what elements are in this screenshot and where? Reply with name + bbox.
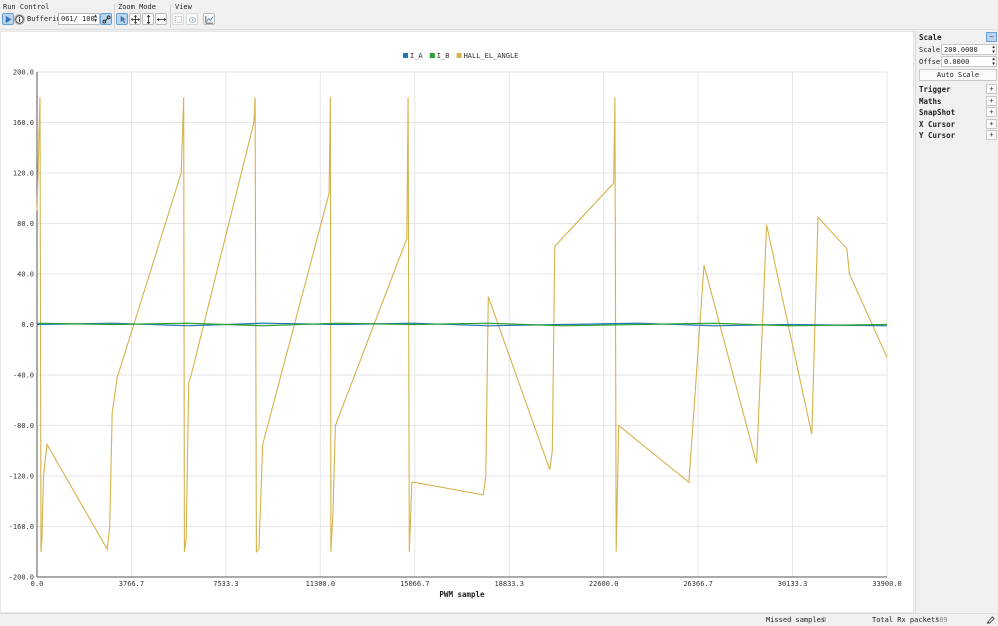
legend-swatch	[403, 53, 408, 58]
buffer-size-value: 061/ 100	[61, 15, 95, 23]
scale-value: 200.0000	[944, 45, 978, 54]
offset-input[interactable]: 0.0000 ▲ ▼	[941, 56, 997, 67]
snapshot-view-button[interactable]	[186, 13, 198, 25]
buffering-label: Buffering	[27, 15, 65, 23]
x-axis-label: PWM sample	[439, 590, 485, 599]
move-icon	[130, 14, 140, 24]
run-control-title: Run Control	[3, 3, 50, 11]
pointer-mode-button[interactable]	[116, 13, 128, 25]
snapshot-icon	[188, 16, 196, 23]
settings-panel: Scale − Scale 200.0000 ▲ ▼ Offset 0.0000 ▲ ▼…	[915, 31, 998, 613]
y-tick-label: -120.0	[9, 473, 34, 481]
offset-spin-icon[interactable]: ▲ ▼	[992, 57, 995, 67]
total-rx-label: Total Rx packets	[872, 616, 940, 624]
y-tick-label: 40.0	[17, 271, 34, 279]
buffer-spin-icon[interactable]: ▲ ▼	[93, 13, 97, 24]
link-icon	[101, 14, 111, 24]
section-x-cursor[interactable]: X Cursor +	[919, 118, 997, 130]
view-title: View	[175, 3, 192, 11]
x-tick-label: 30133.3	[778, 580, 808, 588]
x-tick-label: 26366.7	[683, 580, 713, 588]
section-y-cursor[interactable]: Y Cursor +	[919, 130, 997, 141]
y-tick-label: -80.0	[13, 422, 34, 430]
info-button[interactable]	[14, 14, 25, 25]
zoom-mode-title: Zoom Mode	[118, 3, 156, 11]
legend-label: I_A	[410, 52, 423, 60]
total-rx-value: 389	[935, 616, 948, 624]
legend-label: HALL_EL_ANGLE	[464, 52, 519, 60]
scale-label: Scale	[919, 45, 941, 54]
x-tick-label: 3766.7	[119, 580, 144, 588]
y-tick-label: -40.0	[13, 372, 34, 380]
fit-icon	[174, 15, 182, 23]
pointer-icon	[120, 15, 126, 23]
move-mode-button[interactable]	[129, 13, 141, 25]
y-tick-label: 120.0	[13, 170, 34, 178]
scale-spin-icon[interactable]: ▲ ▼	[992, 45, 995, 55]
play-icon	[5, 15, 11, 23]
x-tick-label: 33900.0	[872, 580, 902, 588]
y-tick-label: 160.0	[13, 119, 34, 127]
x-tick-label: 18833.3	[494, 580, 524, 588]
expand-button[interactable]: +	[986, 118, 997, 129]
section-title: Maths	[919, 96, 942, 106]
zoom-vertical-button[interactable]	[142, 13, 154, 25]
scale-section-header[interactable]: Scale −	[919, 32, 997, 43]
section-title: X Cursor	[919, 119, 956, 129]
auto-scale-button[interactable]: Auto Scale	[919, 69, 997, 81]
plot-area[interactable]: 200.0 160.0 120.0 80.0 40.0 0.0 -40.0 -80.0 -120…	[0, 31, 914, 613]
legend-swatch	[429, 53, 435, 58]
offset-field: Offset 0.0000 ▲ ▼	[919, 56, 997, 67]
x-tick-label: 11300.0	[306, 580, 336, 588]
line-chart[interactable]: 200.0 160.0 120.0 80.0 40.0 0.0 -40.0 -80.0 -120…	[1, 32, 913, 612]
scale-collapse-button[interactable]: −	[986, 32, 997, 42]
missed-samples-value: 0	[822, 616, 827, 624]
x-tick-label: 7533.3	[213, 580, 238, 588]
y-tick-label: 0.0	[21, 321, 34, 329]
expand-button[interactable]: +	[986, 95, 997, 106]
x-tick-label: 15066.7	[400, 580, 430, 588]
y-tick-label: -160.0	[9, 523, 34, 531]
section-title: Trigger	[919, 85, 951, 94]
y-tick-label: 80.0	[17, 220, 34, 228]
section-snapshot[interactable]: SnapShot +	[919, 107, 997, 118]
offset-label: Offset	[919, 57, 945, 66]
status-bar: Missed samples 0 Total Rx packets 389	[0, 613, 998, 625]
clear-icon[interactable]	[986, 615, 995, 626]
chart-icon	[205, 15, 213, 23]
buffer-size-input[interactable]: 061/ 100 ▲ ▼	[58, 13, 100, 25]
expand-button[interactable]: +	[986, 84, 997, 94]
x-tick-label: 0.0	[31, 580, 44, 588]
series-line-i-b	[36, 322, 888, 327]
play-button[interactable]	[2, 13, 14, 25]
missed-samples-label: Missed samples	[766, 616, 826, 624]
section-title: SnapShot	[919, 108, 956, 117]
expand-button[interactable]: +	[986, 130, 997, 140]
expand-button[interactable]: +	[986, 107, 997, 117]
series-line-hall-el-angle	[36, 97, 888, 554]
section-trigger[interactable]: Trigger +	[919, 84, 997, 95]
toolbar: Run Control Buffering 061/ 100 ▲ ▼ Zoom M…	[0, 0, 998, 30]
series-line-i-a	[36, 322, 888, 327]
zoom-vertical-icon	[146, 14, 150, 24]
zoom-horizontal-button[interactable]	[155, 13, 167, 25]
legend-swatch	[456, 53, 462, 58]
fit-view-button[interactable]	[172, 13, 184, 25]
legend-label: I_B	[437, 52, 450, 60]
x-tick-label: 22600.0	[589, 580, 619, 588]
scale-field: Scale 200.0000 ▲ ▼	[919, 44, 997, 55]
scale-section-title: Scale	[919, 33, 942, 42]
link-button[interactable]	[100, 13, 112, 25]
section-title: Y Cursor	[919, 131, 956, 140]
scale-input[interactable]: 200.0000 ▲ ▼	[941, 44, 997, 55]
chart-view-button[interactable]	[203, 13, 215, 25]
info-icon	[15, 15, 24, 24]
section-maths[interactable]: Maths +	[919, 95, 997, 107]
y-tick-label: 200.0	[13, 69, 34, 77]
y-tick-label: -200.0	[9, 574, 34, 582]
zoom-horizontal-icon	[156, 17, 166, 21]
offset-value: 0.0000	[944, 57, 970, 66]
